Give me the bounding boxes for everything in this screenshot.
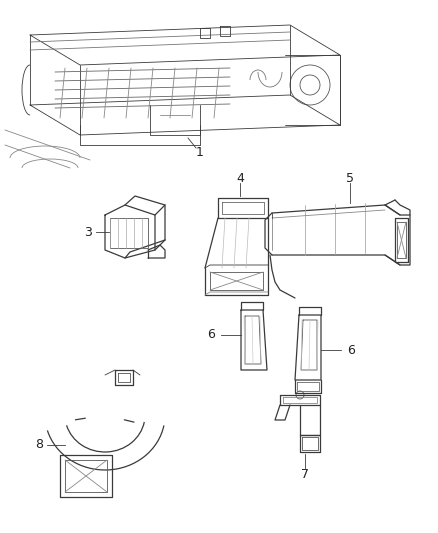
Text: 6: 6 bbox=[347, 343, 355, 357]
Text: 3: 3 bbox=[84, 225, 92, 238]
Text: 8: 8 bbox=[35, 439, 43, 451]
Text: 4: 4 bbox=[236, 172, 244, 184]
Text: 6: 6 bbox=[207, 328, 215, 342]
Text: 7: 7 bbox=[301, 467, 309, 481]
Text: 5: 5 bbox=[346, 172, 354, 184]
Text: 1: 1 bbox=[196, 146, 204, 158]
